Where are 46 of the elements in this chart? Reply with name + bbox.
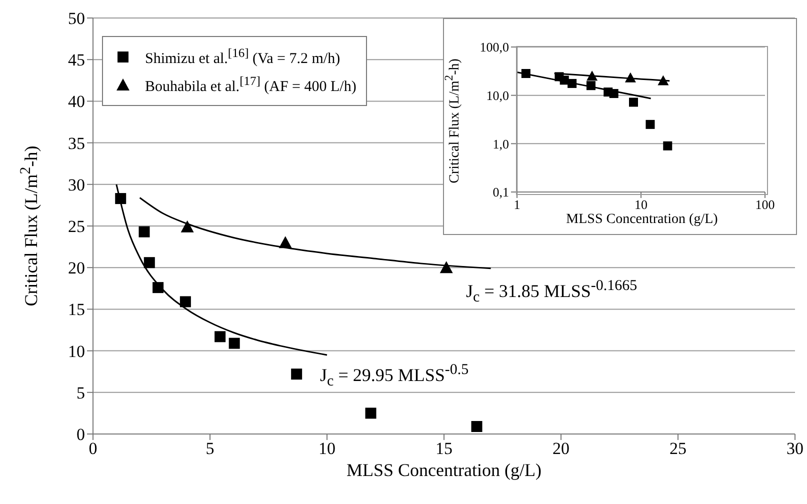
- annotation: J$_{c}$ = 31.85 MLSS$^{-0.1665}$: [466, 278, 638, 307]
- x-tick-label: 30: [786, 439, 804, 458]
- point: [440, 261, 453, 274]
- x-tick-label: 1: [514, 197, 520, 212]
- line-series: [116, 184, 328, 356]
- x-tick-label: 10: [634, 197, 648, 212]
- y-tick-label: 100,0: [480, 40, 509, 55]
- point: [152, 282, 164, 294]
- x-tick-label: 5: [206, 439, 214, 458]
- y-tick-label: 5: [76, 383, 85, 402]
- point: [278, 236, 292, 248]
- point: [115, 193, 126, 204]
- point: [180, 220, 194, 232]
- point: [365, 408, 376, 419]
- y-tick-label: 1,0: [492, 136, 509, 152]
- annotation: J$_{c}$ = 29.95 MLSS$^{-0.5}$: [320, 362, 469, 391]
- x-tick-label: 0: [88, 439, 98, 458]
- y-tick-label: 10,0: [486, 88, 509, 103]
- x-tick-label: 15: [436, 439, 452, 458]
- point: [138, 226, 150, 238]
- legend-label: Bouhabila et al.$^{[17]}$ (AF = 400 L/h): [145, 74, 356, 96]
- x-axis-title: MLSS Concentration (g/L): [346, 460, 542, 481]
- point: [214, 331, 226, 342]
- line-series: [139, 196, 492, 270]
- x-tick-label: 10: [318, 439, 336, 458]
- y-tick-label: 15: [68, 300, 85, 320]
- y-tick-label: 20: [68, 258, 85, 278]
- y-tick-label: 45: [68, 50, 85, 70]
- y-tick-label: 50: [68, 9, 85, 28]
- y-tick-label: 0: [76, 425, 85, 444]
- point: [291, 368, 302, 380]
- y-tick-label: 25: [68, 217, 85, 236]
- x-tick-label: 100: [755, 197, 775, 212]
- point: [228, 338, 240, 349]
- legend-label: Shimizu et al.$^{[16]}$ (Va = 7.2 m/h): [145, 46, 340, 68]
- y-tick-label: 0,1: [492, 184, 509, 200]
- y-tick-label: 10: [68, 342, 85, 361]
- x-axis-title: MLSS Concentration (g/L): [565, 212, 719, 228]
- x-tick-label: 25: [670, 439, 686, 458]
- point: [180, 296, 191, 308]
- point: [144, 257, 155, 268]
- y-tick-label: 35: [68, 134, 85, 153]
- x-tick-label: 20: [552, 439, 570, 458]
- y-tick-label: 30: [68, 175, 85, 194]
- y-tick-label: 40: [68, 92, 85, 112]
- point: [471, 421, 482, 432]
